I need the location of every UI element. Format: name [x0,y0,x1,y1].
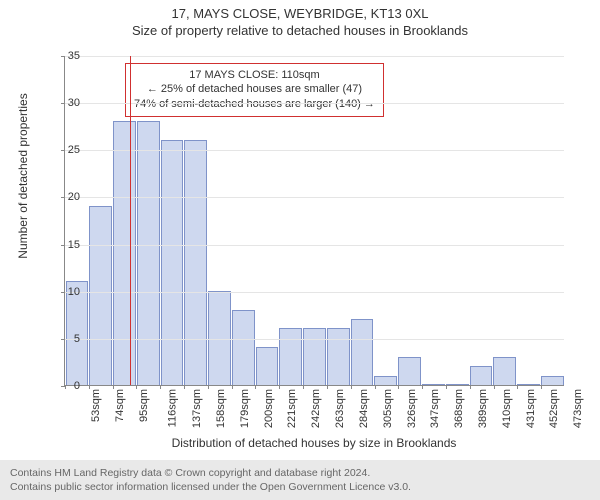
histogram-bar [232,310,255,385]
histogram-bar [541,376,564,385]
x-tick-label: 179sqm [239,389,251,428]
y-tick-label: 35 [68,50,80,62]
x-tick-mark [279,385,280,389]
x-tick-label: 137sqm [191,389,203,428]
annotation-line-3: 74% of semi-detached houses are larger (… [134,97,375,112]
gridline [65,56,564,57]
x-tick-label: 158sqm [215,389,227,428]
footer: Contains HM Land Registry data © Crown c… [0,460,600,500]
histogram-bar [446,384,469,385]
gridline [65,292,564,293]
x-tick-mark [351,385,352,389]
x-tick-mark [303,385,304,389]
y-tick-mark [61,150,65,151]
y-tick-mark [61,339,65,340]
gridline [65,103,564,104]
x-tick-mark [89,385,90,389]
x-tick-label: 242sqm [310,389,322,428]
plot-region: 17 MAYS CLOSE: 110sqm ← 25% of detached … [64,56,564,386]
x-tick-mark [517,385,518,389]
gridline [65,197,564,198]
x-tick-mark [398,385,399,389]
annotation-line-1: 17 MAYS CLOSE: 110sqm [134,68,375,83]
annotation-box: 17 MAYS CLOSE: 110sqm ← 25% of detached … [125,63,384,118]
x-tick-label: 431sqm [525,389,537,428]
histogram-bar [113,121,136,385]
x-tick-mark [255,385,256,389]
x-tick-label: 284sqm [358,389,370,428]
gridline [65,339,564,340]
x-tick-label: 53sqm [90,389,102,422]
histogram-bar [493,357,516,385]
page-subtitle: Size of property relative to detached ho… [0,23,600,38]
histogram-bar [470,366,493,385]
y-tick-label: 30 [68,97,80,109]
x-tick-mark [160,385,161,389]
y-tick-label: 0 [74,380,80,392]
gridline [65,245,564,246]
x-tick-mark [136,385,137,389]
x-tick-label: 305sqm [382,389,394,428]
annotation-line-2: ← 25% of detached houses are smaller (47… [134,82,375,97]
histogram-bar [161,140,184,385]
x-tick-label: 200sqm [263,389,275,428]
histogram-bar [422,384,445,385]
x-tick-mark [208,385,209,389]
x-axis-label: Distribution of detached houses by size … [64,436,564,450]
histogram-bar [184,140,207,385]
x-tick-label: 263sqm [334,389,346,428]
x-tick-label: 221sqm [287,389,299,428]
x-tick-label: 326sqm [406,389,418,428]
x-tick-label: 95sqm [138,389,150,422]
y-axis-label: Number of detached properties [16,26,30,326]
y-tick-label: 10 [68,286,80,298]
histogram-bar [517,384,540,385]
x-tick-mark [541,385,542,389]
x-tick-mark [232,385,233,389]
x-tick-label: 452sqm [549,389,561,428]
histogram-bar [374,376,397,385]
x-tick-mark [494,385,495,389]
x-tick-mark [327,385,328,389]
histogram-bar [327,328,350,385]
y-tick-label: 25 [68,144,80,156]
gridline [65,150,564,151]
x-tick-mark [375,385,376,389]
y-tick-mark [61,103,65,104]
y-tick-mark [61,197,65,198]
x-tick-label: 74sqm [114,389,126,422]
x-tick-mark [446,385,447,389]
y-tick-mark [61,56,65,57]
x-tick-label: 410sqm [501,389,513,428]
page-title: 17, MAYS CLOSE, WEYBRIDGE, KT13 0XL [0,6,600,21]
x-tick-mark [184,385,185,389]
y-tick-label: 5 [74,333,80,345]
marker-line [130,56,131,385]
histogram-bar [89,206,112,385]
x-tick-mark [422,385,423,389]
y-tick-label: 15 [68,239,80,251]
histogram-bar [398,357,421,385]
x-tick-label: 368sqm [453,389,465,428]
x-tick-label: 389sqm [477,389,489,428]
x-tick-mark [113,385,114,389]
x-tick-label: 116sqm [167,389,179,427]
histogram-bar [303,328,326,385]
footer-line-1: Contains HM Land Registry data © Crown c… [10,466,590,480]
y-tick-mark [61,292,65,293]
x-tick-label: 347sqm [429,389,441,428]
x-tick-mark [65,385,66,389]
x-tick-label: 473sqm [572,389,584,428]
y-tick-mark [61,245,65,246]
x-tick-mark [470,385,471,389]
histogram-bar [351,319,374,385]
footer-line-2: Contains public sector information licen… [10,480,590,494]
histogram-bar [137,121,160,385]
histogram-bar [279,328,302,385]
histogram-bar [256,347,279,385]
y-tick-label: 20 [68,191,80,203]
